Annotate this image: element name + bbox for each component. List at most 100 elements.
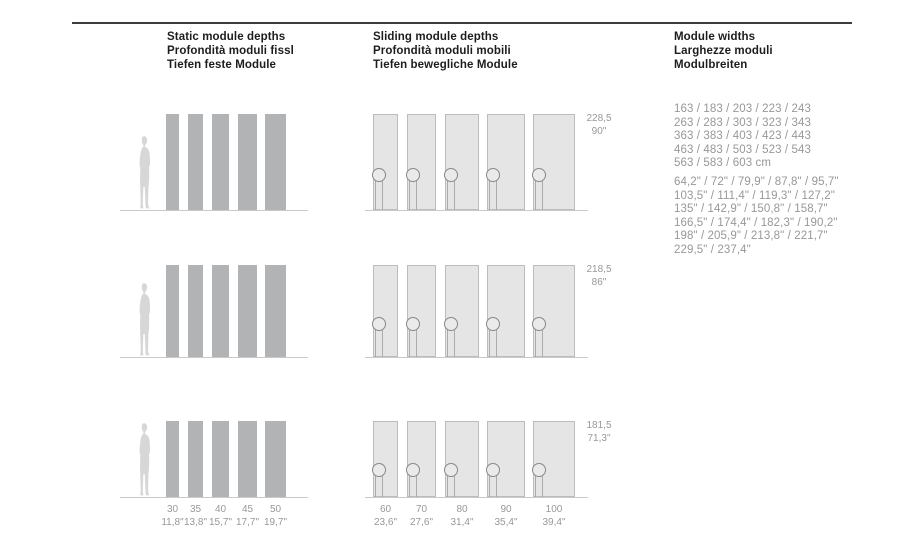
top-rule	[72, 22, 852, 24]
person-silhouette-icon	[139, 283, 151, 356]
heading-line: Sliding module depths	[373, 31, 499, 43]
module-widths-heading: Module widths Larghezze moduli Modulbreite…	[674, 30, 773, 72]
sliding-module-panel	[445, 265, 479, 357]
module-widths-inch-list: 64,2" / 72" / 79,9" / 87,8" / 95,7" 103,5…	[674, 176, 839, 257]
static-depth-in-label: 17,7"	[235, 517, 259, 528]
handle-circle-icon	[372, 463, 386, 477]
sliding-depths-heading: Sliding module depths Profondità moduli m…	[373, 30, 518, 72]
sliding-width-in-label: 31,4"	[450, 517, 474, 528]
handle-circle-icon	[406, 168, 420, 182]
heading-line: Modulbreiten	[674, 59, 748, 71]
static-module-bar	[212, 265, 229, 357]
module-height-in: 86"	[591, 277, 607, 288]
handle-circle-icon	[486, 463, 500, 477]
static-module-bar	[212, 114, 229, 210]
handle-pole	[409, 179, 417, 210]
static-module-bar	[238, 265, 257, 357]
sliding-module-panel	[533, 265, 575, 357]
static-depth-in-label: 19,7"	[263, 517, 287, 528]
static-depth-in-label: 15,7"	[208, 517, 232, 528]
static-depth-cm-label: 50	[269, 504, 282, 515]
sliding-module-panel	[373, 265, 398, 357]
sliding-module-panel	[407, 265, 436, 357]
heading-line: Profondità moduli mobili	[373, 45, 511, 57]
module-width-cm-line: 263 / 283 / 303 / 323 / 343	[674, 116, 811, 129]
static-depth-cm-label: 30	[166, 504, 179, 515]
module-height-cm: 228,5	[586, 113, 612, 124]
heading-line: Module widths	[674, 31, 756, 43]
handle-circle-icon	[444, 168, 458, 182]
heading-line: Profondità moduli fissl	[167, 45, 294, 57]
sliding-floor-line	[365, 210, 588, 211]
module-height-label: 218,5 86"	[572, 263, 626, 289]
module-height-label: 181,5 71,3"	[572, 419, 626, 445]
person-silhouette	[131, 422, 155, 497]
handle-pole	[375, 328, 383, 357]
sliding-width-cm-label: 100	[545, 504, 563, 515]
static-floor-line	[120, 357, 308, 358]
handle-circle-icon	[532, 317, 546, 331]
sliding-floor-line	[365, 497, 588, 498]
module-width-inch-line: 166,5" / 174,4" / 182,3" / 190,2"	[674, 216, 838, 229]
static-module-bar	[212, 421, 229, 497]
handle-circle-icon	[444, 317, 458, 331]
person-silhouette	[131, 282, 155, 357]
module-height-in: 90"	[591, 126, 607, 137]
heading-line: Tiefen bewegliche Module	[373, 59, 518, 71]
sliding-module-panel	[487, 421, 525, 497]
handle-circle-icon	[444, 463, 458, 477]
static-module-bar	[166, 421, 179, 497]
handle-pole	[535, 179, 543, 210]
module-width-cm-line: 363 / 383 / 403 / 423 / 443	[674, 130, 811, 142]
heading-line: Tiefen feste Module	[167, 59, 277, 71]
sliding-module-panel	[487, 265, 525, 357]
static-module-bar	[265, 421, 286, 497]
static-module-bar	[166, 265, 179, 357]
handle-pole	[489, 179, 497, 210]
handle-pole	[447, 328, 455, 357]
module-width-inch-line: 135" / 142,9" / 150,8" / 158,7"	[674, 203, 828, 215]
module-height-cm: 218,5	[586, 264, 612, 275]
heading-line: Static module depths	[167, 31, 286, 43]
sliding-module-panel	[533, 114, 575, 210]
module-height-in: 71,3"	[587, 433, 611, 444]
static-depths-heading: Static module depths Profondità moduli fi…	[167, 30, 294, 72]
sliding-width-in-label: 39,4"	[542, 517, 566, 528]
sliding-module-panel	[445, 114, 479, 210]
handle-circle-icon	[372, 317, 386, 331]
handle-circle-icon	[532, 463, 546, 477]
heading-line: Larghezze moduli	[674, 45, 773, 57]
sliding-width-in-label: 35,4"	[494, 517, 518, 528]
sliding-width-cm-label: 60	[379, 504, 392, 515]
person-silhouette	[131, 135, 155, 210]
sliding-width-cm-label: 90	[500, 504, 512, 515]
handle-circle-icon	[406, 463, 420, 477]
sliding-module-panel	[373, 114, 398, 210]
static-module-bar	[188, 114, 203, 210]
module-widths-cm-list: 163 / 183 / 203 / 223 / 243 263 / 283 / 3…	[674, 103, 811, 171]
module-width-cm-line: 163 / 183 / 203 / 223 / 243	[674, 103, 811, 115]
static-module-bar	[188, 421, 203, 497]
static-depth-cm-label: 45	[241, 504, 254, 515]
static-depth-in-label: 11,8"	[161, 517, 184, 528]
handle-pole	[375, 474, 383, 497]
handle-pole	[535, 328, 543, 357]
module-width-cm-line: 563 / 583 / 603 cm	[674, 157, 772, 169]
static-depth-in-label: 13,8"	[183, 517, 207, 528]
static-module-bar	[238, 114, 257, 210]
sliding-module-panel	[407, 421, 436, 497]
sliding-width-cm-label: 70	[415, 504, 428, 515]
static-module-bar	[265, 265, 286, 357]
handle-circle-icon	[486, 168, 500, 182]
sliding-module-panel	[407, 114, 436, 210]
handle-pole	[375, 179, 383, 210]
handle-pole	[489, 328, 497, 357]
static-depth-cm-label: 35	[189, 504, 202, 515]
handle-circle-icon	[372, 168, 386, 182]
sliding-module-panel	[487, 114, 525, 210]
sliding-module-panel	[373, 421, 398, 497]
handle-pole	[409, 328, 417, 357]
person-silhouette-icon	[139, 423, 151, 496]
module-width-inch-line: 103,5" / 111,4" / 119,3" / 127,2"	[674, 189, 835, 202]
handle-pole	[489, 474, 497, 497]
